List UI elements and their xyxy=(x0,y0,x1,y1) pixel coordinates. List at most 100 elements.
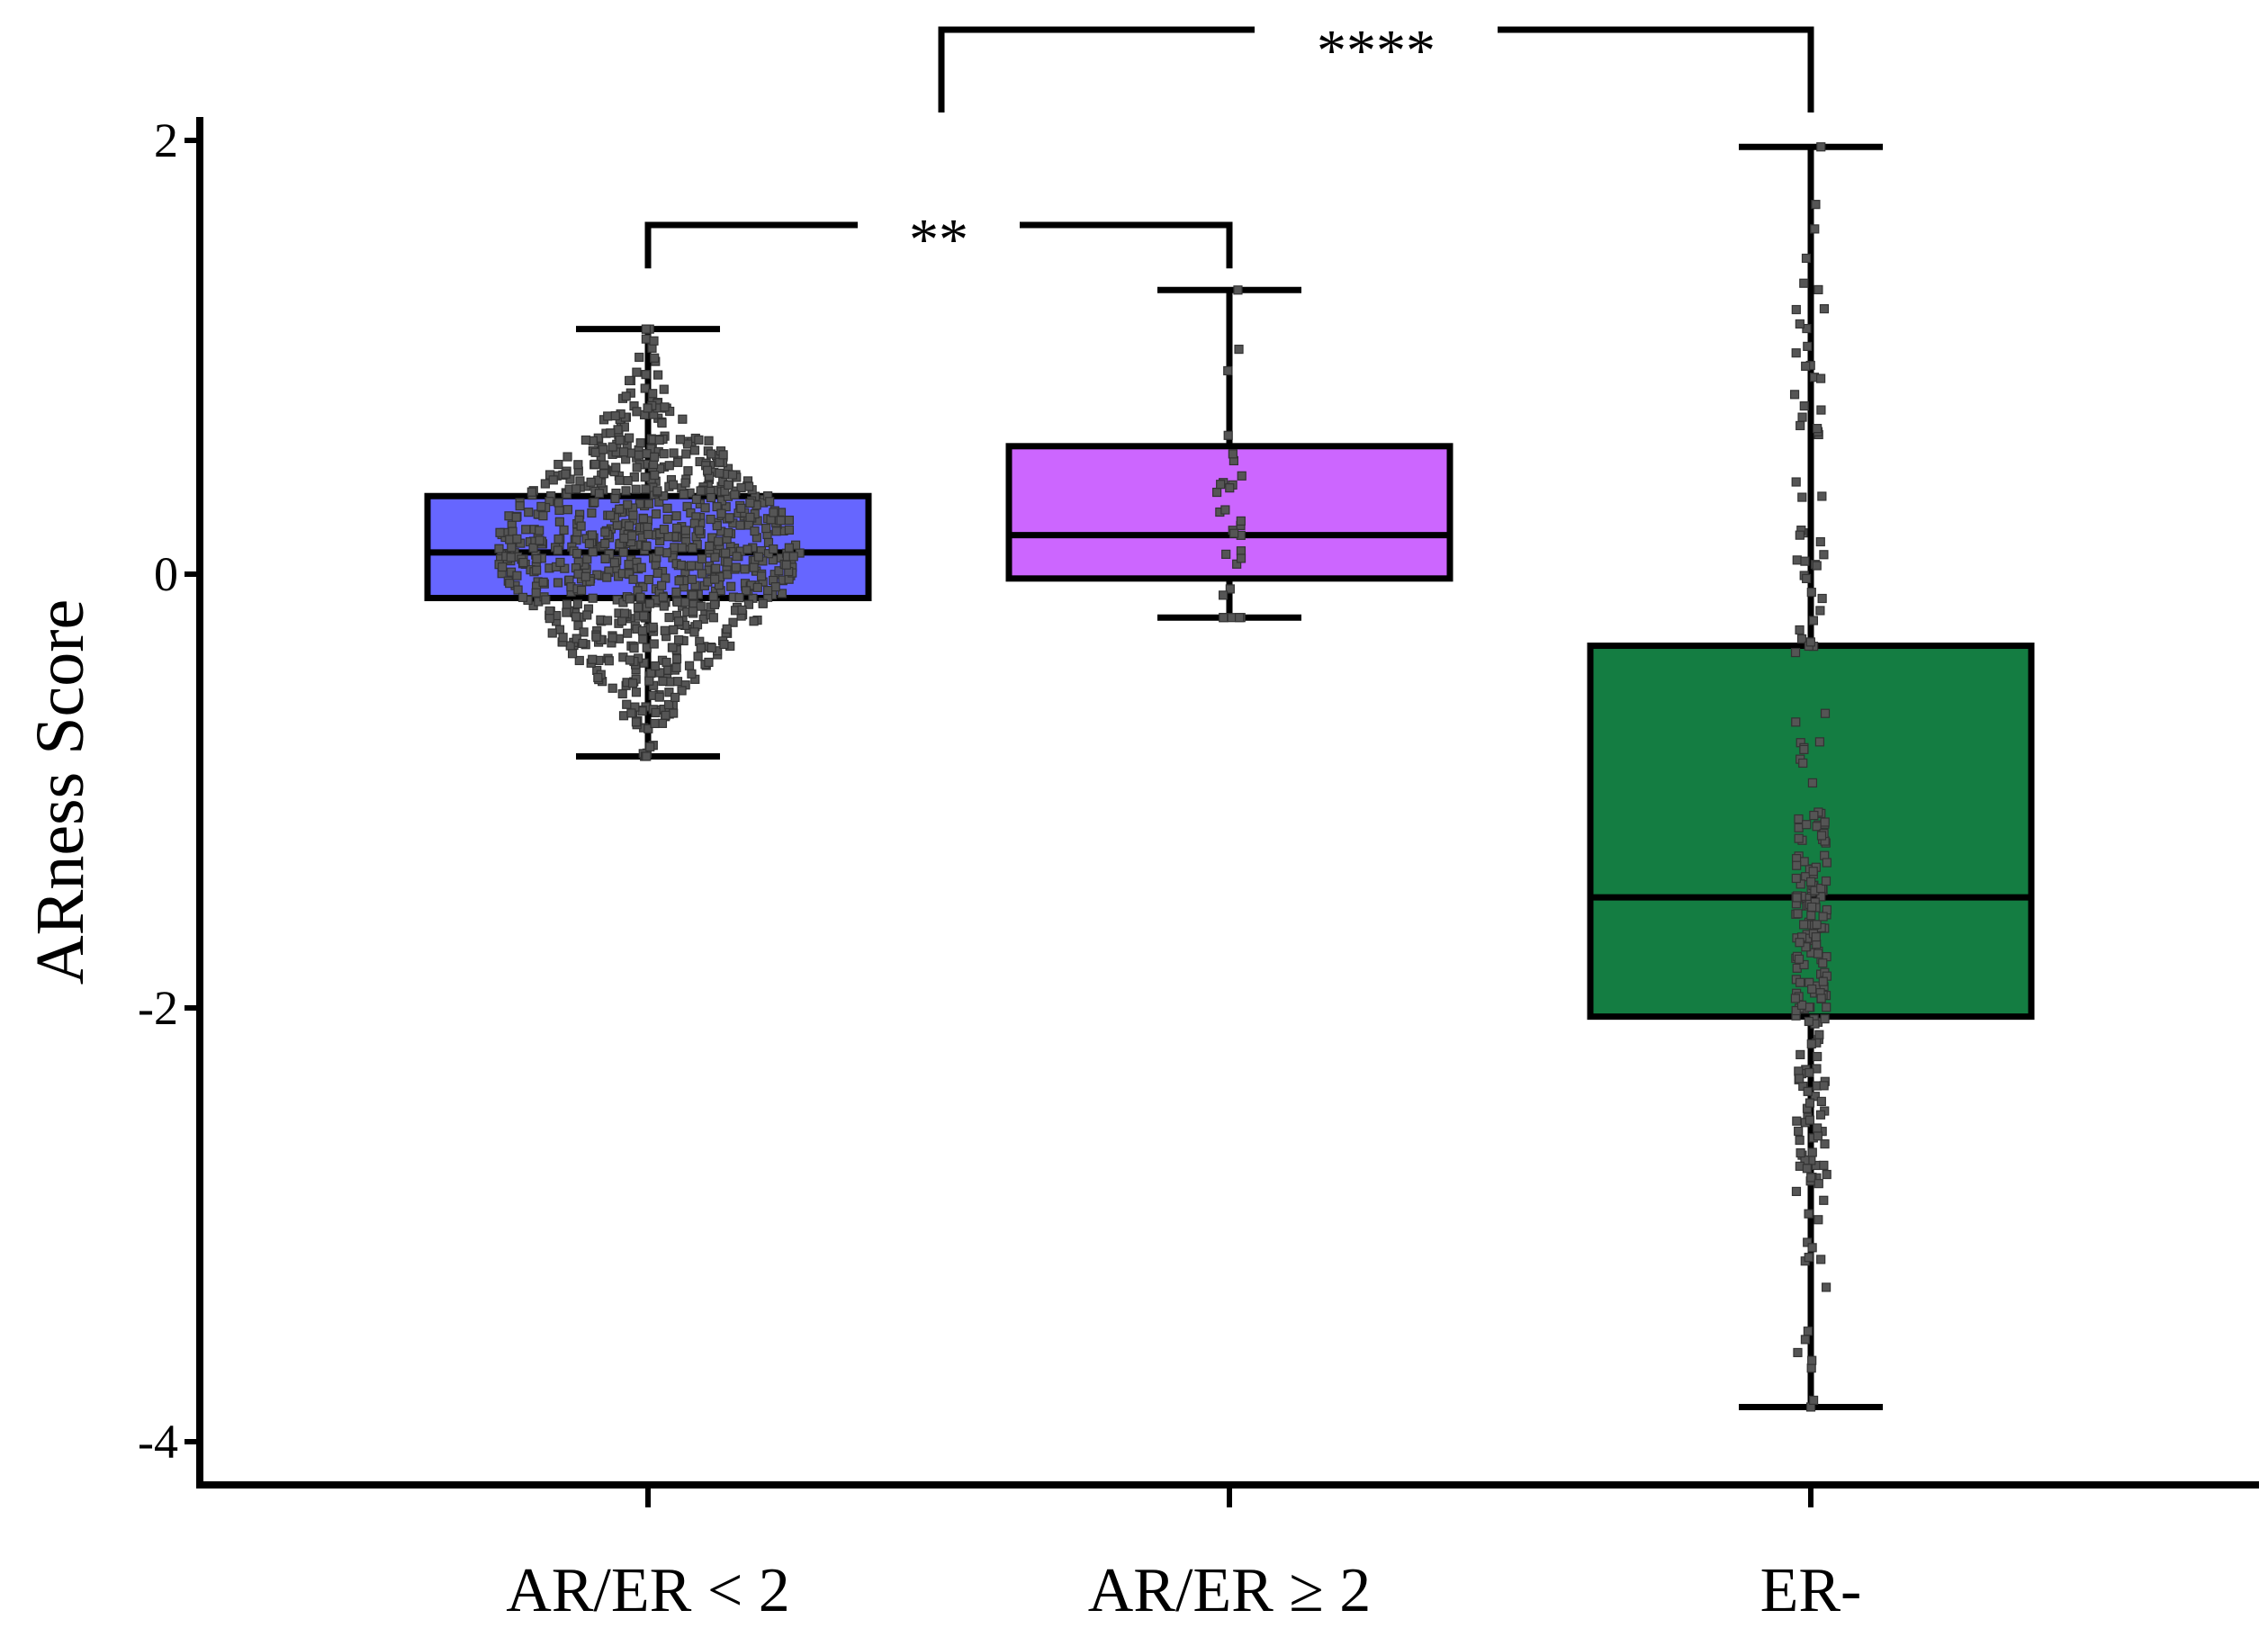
data-point xyxy=(494,544,504,553)
data-point xyxy=(673,634,684,645)
data-point xyxy=(674,576,684,586)
data-point xyxy=(1789,390,1800,400)
data-point xyxy=(618,447,629,457)
data-point xyxy=(1803,341,1813,351)
data-point xyxy=(762,585,773,596)
data-point xyxy=(687,669,697,679)
data-point xyxy=(1792,555,1802,565)
data-point xyxy=(541,595,551,605)
data-point xyxy=(1236,553,1246,563)
data-point xyxy=(622,699,632,709)
data-point xyxy=(719,639,729,650)
data-point xyxy=(1814,737,1825,747)
data-point xyxy=(561,469,571,479)
data-point xyxy=(1218,590,1228,600)
data-point xyxy=(743,599,754,609)
data-point xyxy=(1801,361,1811,372)
data-point xyxy=(654,692,664,702)
data-point xyxy=(664,688,674,697)
data-point xyxy=(689,518,699,528)
data-point xyxy=(676,560,687,571)
data-point xyxy=(1820,1014,1830,1024)
data-point xyxy=(726,581,736,591)
data-point xyxy=(1814,284,1823,295)
data-point xyxy=(735,520,745,530)
data-point xyxy=(593,672,603,683)
data-point xyxy=(524,508,534,517)
data-point xyxy=(1799,401,1809,411)
data-point xyxy=(1806,588,1816,598)
data-point xyxy=(584,538,594,549)
data-point xyxy=(615,435,625,445)
data-point xyxy=(731,562,741,572)
data-point xyxy=(672,677,683,687)
data-point xyxy=(1794,814,1804,824)
data-point xyxy=(624,560,634,570)
data-point xyxy=(674,616,684,626)
data-point xyxy=(648,389,658,399)
data-point xyxy=(558,633,568,643)
data-point xyxy=(608,633,617,643)
data-point xyxy=(1792,1116,1802,1126)
data-point xyxy=(769,508,778,517)
data-point xyxy=(1803,1327,1813,1336)
data-point xyxy=(1822,1003,1832,1012)
data-point xyxy=(562,599,572,609)
data-point xyxy=(1813,1123,1822,1133)
data-point xyxy=(696,601,706,611)
data-point xyxy=(659,449,669,459)
data-point xyxy=(1791,1186,1802,1197)
data-point xyxy=(714,536,724,546)
data-point xyxy=(724,513,734,523)
data-point xyxy=(716,508,726,518)
data-point xyxy=(1816,831,1827,841)
data-point xyxy=(532,553,542,564)
data-point xyxy=(624,375,634,385)
data-point xyxy=(632,463,642,472)
data-point xyxy=(781,560,791,570)
data-point xyxy=(526,487,536,497)
data-point xyxy=(715,457,724,467)
data-point xyxy=(678,414,688,424)
data-point xyxy=(638,634,648,644)
data-point xyxy=(649,336,659,346)
data-point xyxy=(658,592,668,602)
data-point xyxy=(1793,1347,1803,1358)
data-point xyxy=(1804,1098,1815,1108)
data-point xyxy=(638,514,649,524)
data-point xyxy=(669,625,679,634)
data-point xyxy=(512,571,522,580)
data-point xyxy=(1819,1081,1829,1091)
data-point xyxy=(619,533,629,544)
data-point xyxy=(610,493,620,504)
data-point xyxy=(600,553,610,564)
data-point xyxy=(711,563,721,573)
data-point xyxy=(572,634,581,643)
data-point xyxy=(644,724,653,733)
data-point xyxy=(1219,613,1228,623)
data-point xyxy=(573,569,583,579)
data-point xyxy=(1807,1243,1817,1253)
data-point xyxy=(1212,487,1222,498)
data-point xyxy=(648,622,658,632)
data-point xyxy=(700,503,710,513)
data-point xyxy=(587,508,597,518)
data-point xyxy=(679,489,688,499)
data-point xyxy=(602,572,612,582)
data-point xyxy=(1796,1147,1805,1158)
data-point xyxy=(575,476,585,486)
data-point xyxy=(784,543,794,553)
data-point xyxy=(598,469,609,479)
data-point xyxy=(654,435,664,445)
data-point xyxy=(625,433,634,443)
data-point xyxy=(743,481,754,491)
data-point xyxy=(657,718,668,728)
data-point xyxy=(710,574,720,584)
data-point xyxy=(608,683,617,693)
data-point xyxy=(579,627,589,637)
data-point xyxy=(1223,365,1233,376)
data-point xyxy=(1796,1000,1807,1010)
data-point xyxy=(631,688,642,697)
data-point xyxy=(617,688,627,699)
data-point xyxy=(1791,1005,1801,1016)
